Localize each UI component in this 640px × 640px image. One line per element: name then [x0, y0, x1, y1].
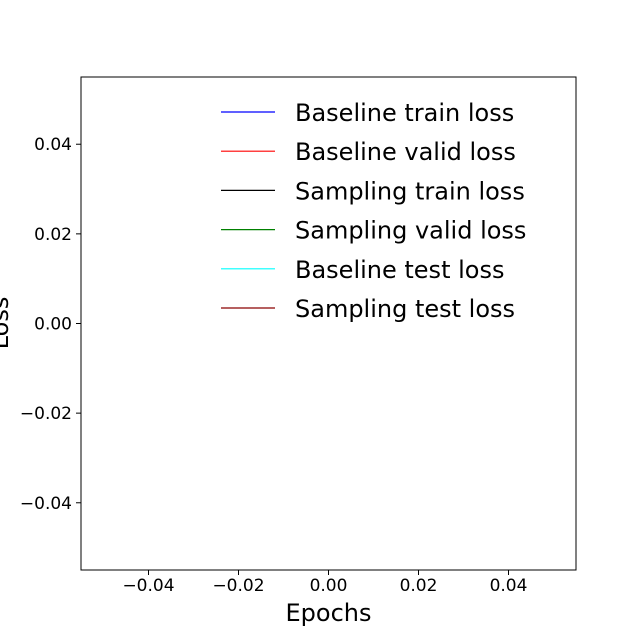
- y-tick-label: −0.04: [20, 494, 72, 514]
- legend-label: Sampling train loss: [295, 177, 525, 205]
- y-axis-label: Loss: [0, 297, 14, 350]
- legend-label: Baseline valid loss: [295, 138, 516, 166]
- x-tick-label: 0.04: [490, 576, 528, 596]
- x-tick-label: −0.04: [122, 576, 174, 596]
- x-axis: −0.04 −0.02 0.00 0.02 0.04: [122, 570, 527, 596]
- y-axis: −0.04 −0.02 0.00 0.02 0.04: [20, 135, 81, 514]
- x-axis-label: Epochs: [286, 599, 372, 627]
- y-tick-label: 0.00: [34, 315, 72, 335]
- legend: Baseline train loss Baseline valid loss Sa…: [221, 99, 526, 323]
- x-tick-label: 0.02: [400, 576, 438, 596]
- legend-label: Sampling valid loss: [295, 217, 526, 245]
- x-tick-label: −0.02: [212, 576, 264, 596]
- y-tick-label: 0.02: [34, 225, 72, 245]
- y-tick-label: 0.04: [34, 135, 72, 155]
- plot-area: [80, 76, 577, 571]
- y-tick-label: −0.02: [20, 404, 72, 424]
- x-tick-label: 0.00: [310, 576, 348, 596]
- legend-label: Baseline train loss: [295, 99, 514, 127]
- legend-label: Sampling test loss: [295, 295, 515, 323]
- legend-label: Baseline test loss: [295, 256, 504, 284]
